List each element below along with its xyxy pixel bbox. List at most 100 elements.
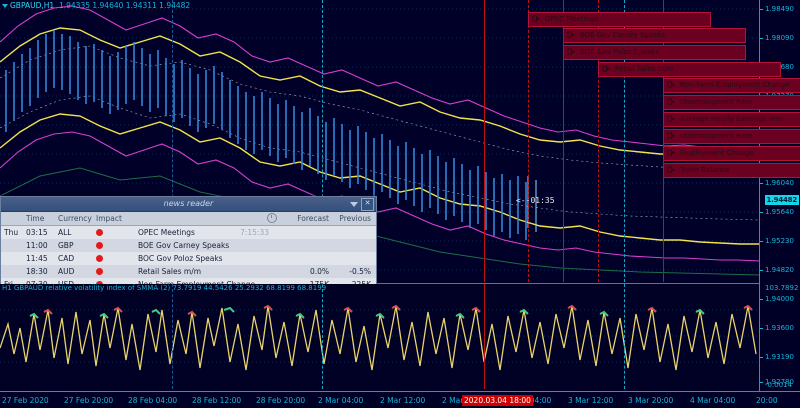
- chart-event-text: Employment Change: [680, 149, 754, 157]
- column-time: Time: [26, 214, 45, 223]
- chart-vline-session: [172, 0, 173, 282]
- impact-high-icon: [96, 268, 103, 275]
- chart-event-label[interactable]: Trade Balance: [663, 163, 800, 178]
- news-row-forecast: 175K: [287, 280, 329, 284]
- price-axis[interactable]: 1.984901.980901.976801.972701.968601.964…: [759, 0, 800, 392]
- news-table-row[interactable]: 18:30 AUD Retail Sales m/m 0.0% -0.5%: [1, 265, 376, 278]
- news-reader-titlebar[interactable]: news reader ✕: [1, 197, 376, 212]
- sub-vline-2: [322, 284, 323, 389]
- current-price-badge: 1.94482: [764, 195, 799, 205]
- countdown-annotation: <--01:35: [516, 196, 555, 205]
- news-flag-icon: [532, 15, 541, 22]
- impact-high-icon: [96, 281, 103, 284]
- sub-vline-now: [484, 284, 485, 389]
- chart-event-text: Retail Sales m/m: [615, 65, 674, 73]
- indicator-axis-top: 103.7892: [765, 284, 799, 292]
- news-row-forecast: 0.0%: [309, 267, 329, 276]
- chart-ohlc-values: 1.94335 1.94640 1.94311 1.94482: [58, 1, 191, 10]
- news-table-row[interactable]: 11:45 CAD BOC Gov Poloz Speaks: [1, 252, 376, 265]
- chart-event-label[interactable]: Non-Farm Employment Change: [663, 78, 800, 93]
- chart-event-text: Trade Balance: [680, 166, 730, 174]
- chart-vline-event-boe: [563, 0, 564, 282]
- chart-event-label[interactable]: BOE Gov Carney Speaks: [563, 28, 746, 43]
- current-time-badge: 2020.03.04 18:00: [462, 395, 533, 406]
- price-tick-mark: [760, 270, 763, 271]
- news-flag-icon: [667, 132, 676, 139]
- news-flag-icon: [667, 81, 676, 88]
- chart-event-text: BOC Gov Poloz Speaks: [580, 48, 659, 56]
- news-row-impact: [88, 267, 134, 276]
- news-table-body[interactable]: Thu 03:15 ALL OPEC Meetings 7:15:33 11:00 GBP B…: [1, 226, 376, 284]
- chart-event-label[interactable]: Unemployment Rate: [663, 95, 800, 110]
- news-table-row[interactable]: Fri07:30USD Non-Farm Employment Change175…: [1, 278, 376, 284]
- chart-event-label[interactable]: BOC Gov Poloz Speaks: [563, 45, 746, 60]
- news-row-event: Non-Farm Employment Change: [134, 280, 287, 284]
- news-countdown-timer: 7:15:33: [240, 228, 269, 237]
- price-tick-label: 1.95230: [765, 237, 794, 245]
- indicator-axis-bottom: -0.0014: [765, 381, 793, 389]
- price-tick-label: 1.93190: [765, 353, 794, 361]
- price-tick-mark: [760, 357, 763, 358]
- time-tick-label: 3 Mar 20:00: [628, 396, 674, 405]
- price-tick-label: 1.93600: [765, 324, 794, 332]
- news-row-previous: 225K: [329, 280, 376, 284]
- indicator-canvas: [0, 284, 760, 389]
- news-row-impact: [88, 241, 134, 250]
- news-row-impact: [88, 254, 134, 263]
- news-row-previous: -0.5%: [349, 267, 371, 276]
- price-tick-mark: [760, 328, 763, 329]
- news-flag-icon: [567, 31, 576, 38]
- news-flag-icon: [567, 48, 576, 55]
- time-axis[interactable]: 27 Feb 2020 27 Feb 20:00 28 Feb 04:00 28 Fe…: [0, 391, 800, 408]
- news-row-currency: GBP: [58, 241, 74, 250]
- news-row-currency: USD: [58, 280, 88, 284]
- impact-high-icon: [96, 255, 103, 262]
- news-row-event: OPEC Meetings 7:15:33: [138, 228, 269, 237]
- chart-event-label[interactable]: Average Hourly Earnings m/m: [663, 112, 800, 127]
- close-icon[interactable]: ✕: [361, 198, 374, 211]
- column-impact: Impact: [96, 214, 122, 223]
- clock-icon: [267, 213, 277, 223]
- time-tick-label: 4 Mar 04:00: [690, 396, 736, 405]
- chart-event-label[interactable]: OPEC Meetings: [528, 12, 711, 27]
- price-tick-label: 1.98090: [765, 34, 794, 42]
- price-tick-mark: [760, 212, 763, 213]
- impact-high-icon: [96, 229, 103, 236]
- news-table-row[interactable]: 11:00 GBP BOE Gov Carney Speaks: [1, 239, 376, 252]
- news-reader-window[interactable]: news reader ✕ Time Currency Impact Forec…: [0, 196, 377, 284]
- time-tick-label: 27 Feb 2020: [2, 396, 49, 405]
- chart-event-label[interactable]: Unemployment Rate: [663, 129, 800, 144]
- chevron-down-icon[interactable]: [2, 4, 8, 8]
- news-row-day: Thu: [4, 228, 19, 237]
- time-tick-label: 28 Feb 04:00: [128, 396, 178, 405]
- price-tick-label: 1.95640: [765, 208, 794, 216]
- news-flag-icon: [667, 166, 676, 173]
- news-table-row[interactable]: Thu 03:15 ALL OPEC Meetings 7:15:33: [1, 226, 376, 239]
- column-currency: Currency: [58, 214, 92, 223]
- price-tick-mark: [760, 382, 763, 383]
- news-flag-icon: [667, 115, 676, 122]
- chart-event-text: Average Hourly Earnings m/m: [680, 115, 785, 123]
- news-row-event: Retail Sales m/m: [138, 267, 202, 276]
- news-table-header: Time Currency Impact Forecast Previous: [1, 212, 376, 226]
- chart-vline-now: [484, 0, 485, 282]
- price-tick-mark: [760, 299, 763, 300]
- chart-event-text: BOE Gov Carney Speaks: [580, 31, 666, 39]
- chart-event-text: OPEC Meetings: [545, 15, 599, 23]
- news-reader-title: news reader: [163, 199, 214, 208]
- price-tick-label: 1.94000: [765, 295, 794, 303]
- news-row-currency: CAD: [58, 254, 75, 263]
- news-flag-icon: [602, 65, 611, 72]
- news-row-time: 03:15: [26, 228, 48, 237]
- chart-event-text: Unemployment Rate: [680, 98, 753, 106]
- chart-event-label[interactable]: Employment Change: [663, 146, 800, 161]
- chart-event-label[interactable]: Retail Sales m/m: [598, 62, 781, 77]
- news-row-time: 07:30: [26, 280, 58, 284]
- news-row-time: 18:30: [26, 267, 48, 276]
- indicator-subchart[interactable]: [0, 283, 760, 389]
- news-row-impact: [88, 228, 134, 237]
- news-row-currency: ALL: [58, 228, 72, 237]
- time-tick-label: 28 Feb 20:00: [256, 396, 306, 405]
- news-row-event: BOE Gov Carney Speaks: [138, 241, 230, 250]
- collapse-icon[interactable]: [350, 202, 358, 207]
